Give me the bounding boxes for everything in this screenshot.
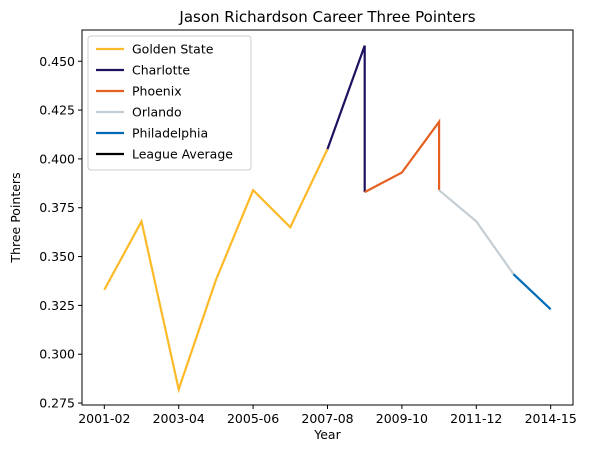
legend-label: Charlotte: [132, 63, 190, 78]
legend: Golden State Charlotte Phoenix Orlando Phila…: [87, 35, 252, 171]
legend-label: Golden State: [132, 42, 214, 57]
series-line-phoenix: [364, 118, 441, 194]
series-line-orlando: [438, 189, 515, 275]
y-tick-label: 0.325: [39, 298, 75, 313]
legend-label: Orlando: [132, 105, 182, 120]
x-tick-label: 2005-06: [227, 411, 279, 426]
series-line-philadelphia: [512, 273, 552, 311]
plot-area: 0.275 0.300 0.325 0.350 0.375 0.400 0.425 0.450…: [39, 29, 577, 426]
series-line-charlotte: [326, 45, 366, 193]
y-tick-label: 0.275: [39, 396, 75, 411]
legend-label: Phoenix: [132, 84, 182, 99]
legend-label: Philadelphia: [132, 126, 208, 141]
legend-label: League Average: [132, 147, 233, 162]
y-tick-label: 0.300: [39, 347, 75, 362]
y-tick-label: 0.400: [39, 151, 75, 166]
chart-title: Jason Richardson Career Three Pointers: [178, 8, 475, 26]
y-axis-label: Three Pointers: [8, 172, 23, 263]
x-tick-label: 2011-12: [450, 411, 502, 426]
x-tick-label: 2003-04: [153, 411, 205, 426]
y-tick-label: 0.375: [39, 200, 75, 215]
x-tick-label: 2001-02: [78, 411, 130, 426]
y-tick-label: 0.450: [39, 54, 75, 69]
x-tick-label: 2014-15: [525, 411, 577, 426]
x-axis-label: Year: [313, 427, 341, 442]
series-line-golden-state: [103, 148, 329, 394]
y-tick-label: 0.425: [39, 103, 75, 118]
legend-box: [87, 35, 252, 171]
x-tick-label: 2007-08: [301, 411, 353, 426]
y-tick-label: 0.350: [39, 249, 75, 264]
x-tick-label: 2009-10: [376, 411, 428, 426]
